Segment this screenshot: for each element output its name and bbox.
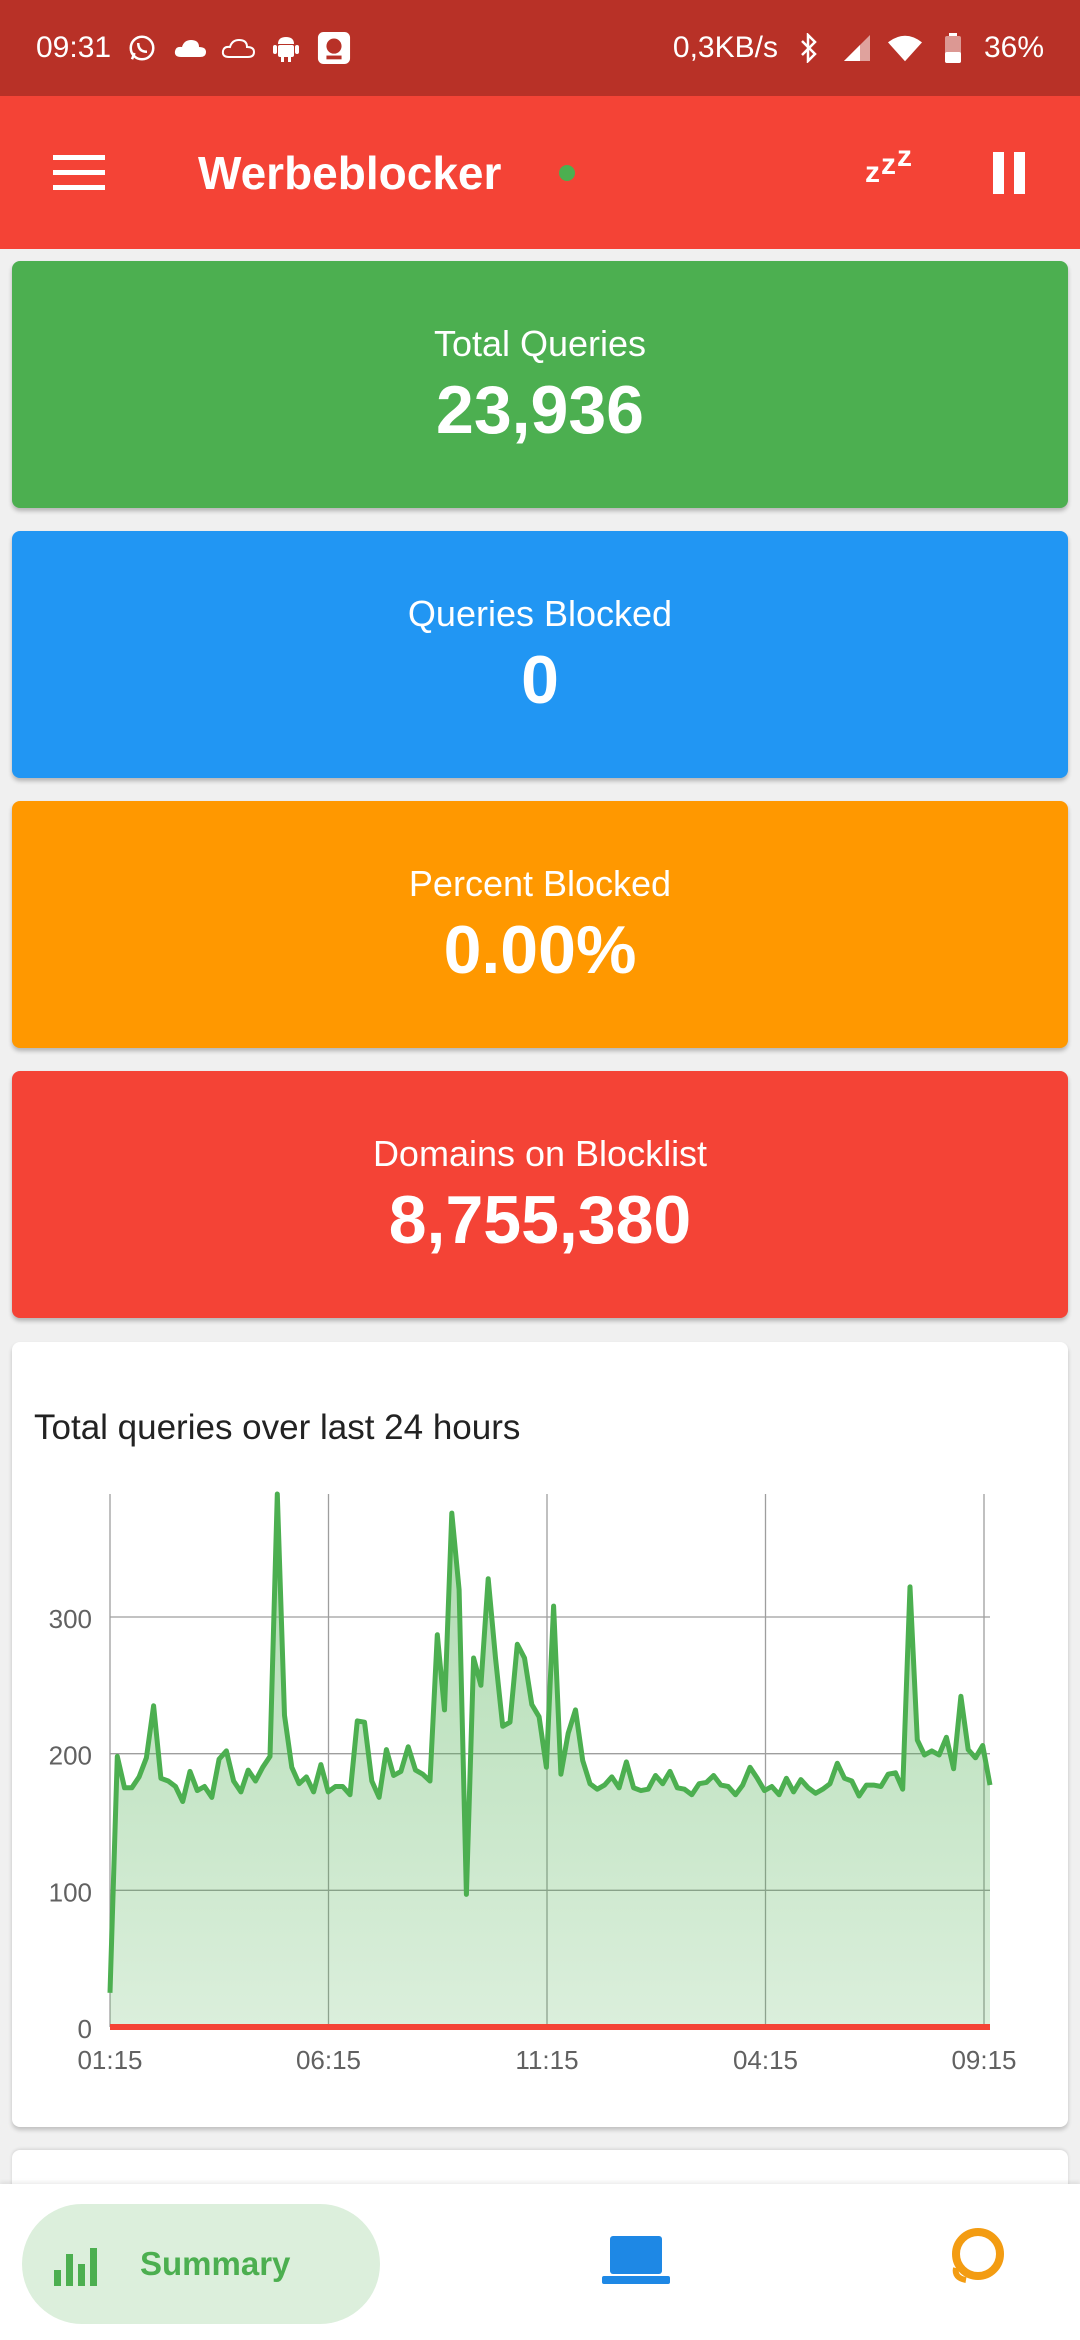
- bluetooth-icon: [792, 31, 826, 65]
- nav-devices-tab[interactable]: [600, 2230, 672, 2294]
- whatsapp-icon: [125, 31, 159, 65]
- app-bar: Werbeblocker zzz: [0, 96, 1080, 249]
- total-queries-card: Total Queries 23,936: [12, 261, 1068, 508]
- y-tick-label: 100: [49, 1877, 92, 1907]
- total-queries-value: 23,936: [436, 372, 644, 448]
- queries-blocked-value: 0: [521, 642, 559, 718]
- blocklist-domains-card: Domains on Blocklist 8,755,380: [12, 1071, 1068, 1318]
- total-queries-label: Total Queries: [433, 323, 647, 364]
- percent-blocked-card: Percent Blocked 0.00%: [12, 801, 1068, 1048]
- y-tick-label: 300: [49, 1604, 92, 1634]
- battery-icon: [936, 31, 970, 65]
- pause-button[interactable]: [964, 123, 1054, 223]
- x-tick-label: 06:15: [296, 2045, 361, 2075]
- y-tick-label: 0: [78, 2014, 92, 2044]
- ring-logo-icon: [952, 2228, 1004, 2283]
- percent-blocked-value: 0.00%: [443, 912, 637, 988]
- x-tick-label: 09:15: [951, 2045, 1016, 2075]
- sleep-icon: zzz: [865, 139, 913, 189]
- bottom-navigation: Summary: [0, 2184, 1080, 2340]
- queries-blocked-label: Queries Blocked: [407, 593, 673, 634]
- queries-blocked-card: Queries Blocked 0: [12, 531, 1068, 778]
- cloud-outline-icon: [221, 31, 256, 65]
- nav-summary-tab[interactable]: Summary: [22, 2204, 380, 2324]
- laptop-icon: [602, 2236, 670, 2284]
- android-icon: [269, 31, 303, 65]
- nav-settings-tab[interactable]: [944, 2224, 1008, 2288]
- percent-blocked-label: Percent Blocked: [408, 863, 672, 904]
- app-title: Werbeblocker: [198, 146, 502, 199]
- wifi-icon: [887, 31, 922, 65]
- total-queries-line: [107, 1491, 993, 1993]
- x-tick-label: 04:15: [733, 2045, 798, 2075]
- nav-summary-label: Summary: [140, 2245, 291, 2282]
- total-queries-area: [110, 1494, 990, 2027]
- blocklist-domains-value: 8,755,380: [388, 1182, 692, 1258]
- connection-status-dot: [559, 164, 576, 181]
- chart-title: Total queries over last 24 hours: [34, 1408, 521, 1447]
- signal-icon: [840, 31, 874, 65]
- menu-button[interactable]: [24, 123, 134, 223]
- x-tick-label: 11:15: [515, 2045, 578, 2075]
- x-tick-label: 01:15: [77, 2045, 142, 2075]
- y-tick-label: 200: [49, 1741, 92, 1771]
- sleep-button[interactable]: zzz: [844, 123, 934, 223]
- app-notification-icon: [317, 31, 351, 65]
- hamburger-menu-icon: [53, 154, 105, 190]
- cloud-icon: [173, 31, 207, 65]
- bar-chart-icon: [54, 2248, 97, 2286]
- status-bar: 09:31 0,3KB/s 36%: [0, 0, 1080, 96]
- status-time: 09:31: [36, 31, 112, 64]
- blocklist-domains-label: Domains on Blocklist: [372, 1133, 708, 1174]
- net-speed: 0,3KB/s: [672, 31, 778, 64]
- queries-chart-card: Total queries over last 24 hours 0 100 200…: [12, 1342, 1068, 2127]
- queries-area-chart: 0 100 200 300 01:15 06:15 11:15 04:15 09:15: [49, 1491, 1017, 2075]
- battery-level: 36%: [983, 31, 1044, 64]
- pause-icon: [993, 151, 1025, 194]
